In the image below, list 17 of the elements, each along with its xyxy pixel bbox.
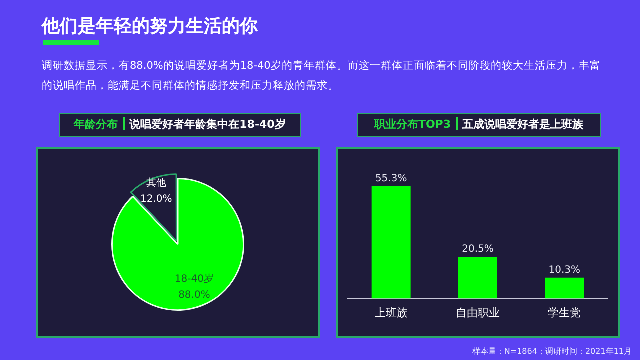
text: 他们是年轻的努力生活的你 (42, 15, 258, 38)
slice-label: 18-40岁 (174, 273, 214, 286)
data-label: 55.3% (375, 174, 408, 185)
x-tick-label: 学生党 (548, 306, 582, 320)
x-tick-label: 自由职业 (456, 306, 500, 320)
data-label: 20.5% (462, 244, 494, 256)
data-label: 10.3% (548, 264, 581, 276)
chart-subtitle: 五成说唱爱好者是上班族 (462, 118, 584, 131)
chart-title: 职业分布TOP3 (374, 118, 452, 131)
chart-subtitle: 说唱爱好者年龄集中在18-40岁 (130, 118, 286, 131)
x-tick-label: 上班族 (374, 306, 408, 320)
text: 调研数据显示，有88.0%的说唱爱好者为18-40岁的青年群体。而这一群体正面临着不同阶段的较大生活压力，丰富的说唱作品，能满足不同群体的情感抒发和压力释放的需求。 (42, 59, 602, 94)
data-label: 12.0% (140, 194, 172, 205)
text: 样本量：N=1864；调研时间：2021年11月 (472, 346, 632, 357)
slice-label: 其他 (146, 176, 166, 189)
data-label: 88.0% (178, 290, 210, 302)
chart-title: 年龄分布 (74, 118, 118, 131)
